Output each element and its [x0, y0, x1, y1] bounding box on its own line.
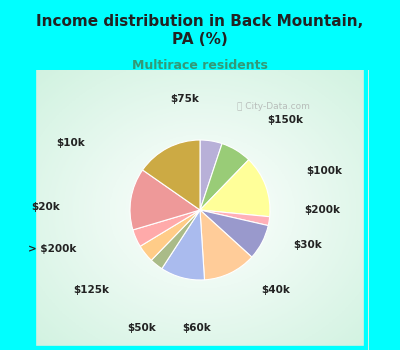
Wedge shape [200, 210, 268, 257]
Text: $30k: $30k [293, 240, 322, 250]
Text: $75k: $75k [170, 94, 199, 104]
Wedge shape [162, 210, 204, 280]
Text: $50k: $50k [127, 323, 156, 332]
Wedge shape [130, 170, 200, 230]
Text: Multirace residents: Multirace residents [132, 60, 268, 72]
Wedge shape [200, 144, 249, 210]
Wedge shape [200, 140, 222, 210]
Text: $150k: $150k [268, 116, 304, 125]
Text: ⓘ City-Data.com: ⓘ City-Data.com [238, 102, 310, 111]
Wedge shape [142, 140, 200, 210]
Wedge shape [200, 160, 270, 217]
Text: > $200k: > $200k [28, 244, 76, 254]
Text: $60k: $60k [182, 323, 211, 332]
Text: $10k: $10k [56, 138, 85, 148]
Wedge shape [200, 210, 252, 280]
Text: $125k: $125k [73, 285, 109, 295]
Text: Income distribution in Back Mountain,
PA (%): Income distribution in Back Mountain, PA… [36, 14, 364, 47]
Wedge shape [140, 210, 200, 260]
Wedge shape [200, 210, 270, 226]
Wedge shape [133, 210, 200, 246]
Text: $200k: $200k [305, 205, 341, 215]
Text: $20k: $20k [31, 202, 60, 212]
Wedge shape [151, 210, 200, 269]
Text: $40k: $40k [261, 285, 290, 295]
Text: $100k: $100k [306, 166, 342, 176]
